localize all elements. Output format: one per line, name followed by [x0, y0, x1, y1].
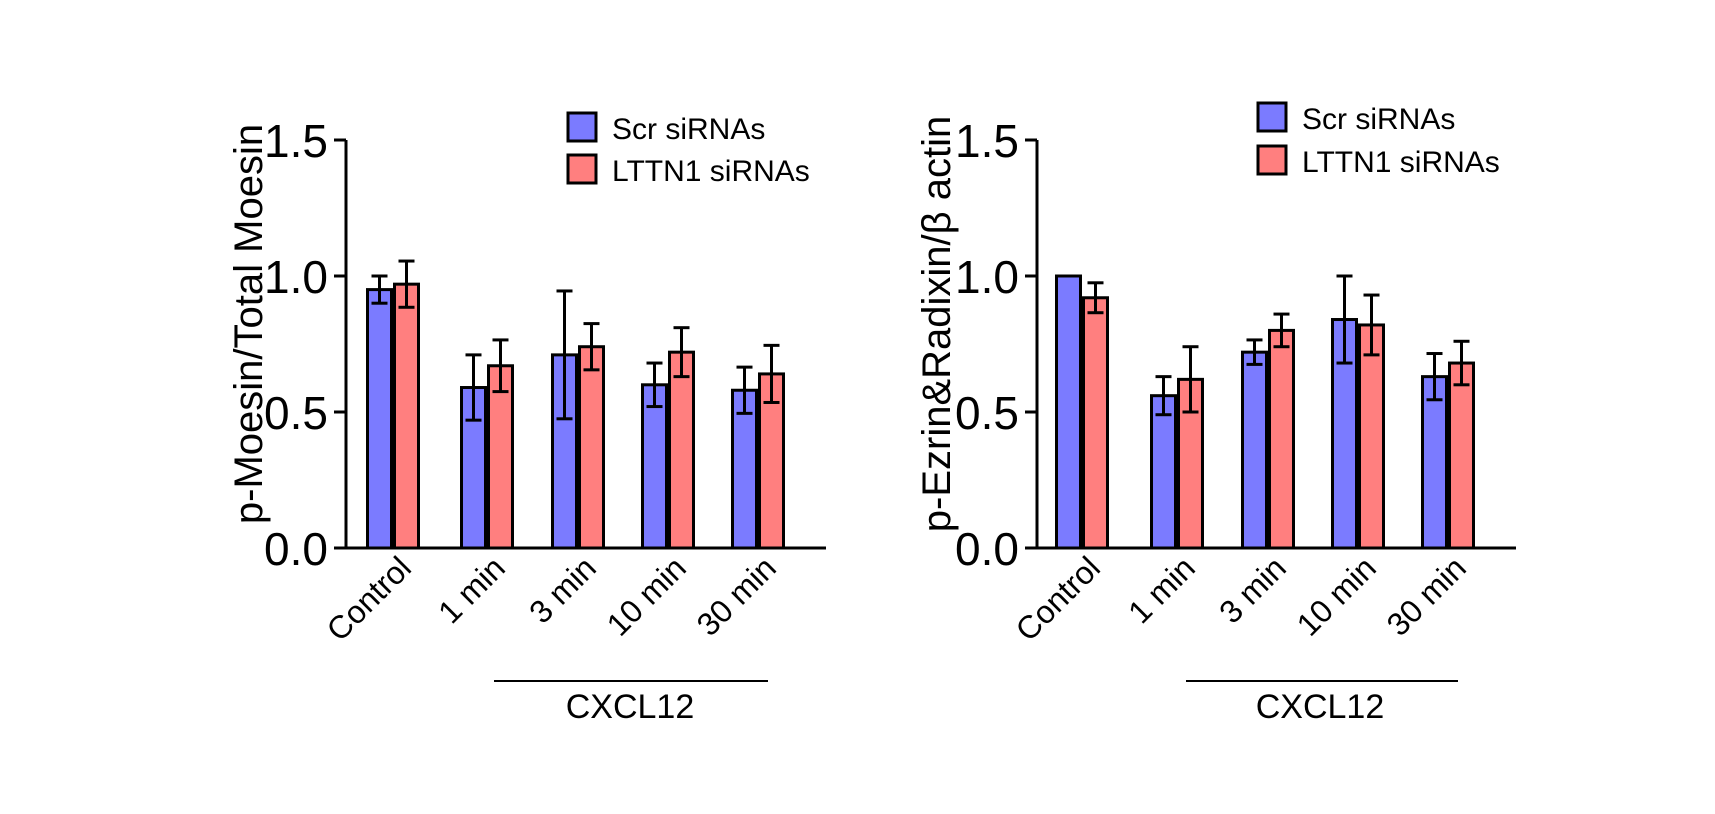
x-tick-label-1: Control: [320, 549, 418, 647]
y-tick-label: 1.5: [955, 115, 1019, 167]
bar-lttn1-4: [1358, 323, 1385, 550]
x-tick-label-2: 1 min: [1121, 549, 1202, 630]
x-tick-label-1: Control: [1009, 549, 1107, 647]
group-label: CXCL12: [566, 688, 695, 726]
bar-lttn1-3: [578, 345, 605, 550]
bar-scr-2: [1150, 394, 1177, 550]
group-label: CXCL12: [1256, 688, 1385, 726]
x-tick-label-2: 1 min: [431, 549, 512, 630]
y-tick-label: 0.0: [264, 523, 328, 575]
bar-lttn1-4: [668, 350, 695, 550]
bar-scr-1: [1055, 274, 1082, 550]
bar-scr-1: [366, 288, 393, 550]
y-tick-label: 0.5: [955, 387, 1019, 439]
x-tick-label-4: 10 min: [1290, 549, 1383, 642]
y-tick-label: 0.5: [264, 387, 328, 439]
legend-label-lttn1: LTTN1 siRNAs: [612, 155, 810, 188]
y-tick-label: 1.5: [264, 115, 328, 167]
bar-scr-3: [1241, 350, 1268, 550]
y-axis-title: p-Ezrin&Radixin/β actin: [915, 116, 959, 533]
legend-swatch-scr: [566, 111, 598, 143]
x-tick-label-4: 10 min: [600, 549, 693, 642]
chart-panel-1: 0.0 0.5 1.0 1.5p-Moesin/Total Moesin Control…: [227, 111, 826, 726]
legend-swatch-lttn1: [1256, 144, 1288, 176]
bar-scr-5: [1421, 375, 1448, 550]
y-axis-title: p-Moesin/Total Moesin: [227, 124, 271, 524]
bar-lttn1-1: [393, 282, 420, 550]
legend-label-scr: Scr siRNAs: [1302, 103, 1455, 136]
x-tick-label-5: 30 min: [690, 549, 783, 642]
y-tick-label: 1.0: [955, 251, 1019, 303]
legend-swatch-scr: [1256, 101, 1288, 133]
legend-swatch-lttn1: [566, 153, 598, 185]
x-tick-label-3: 3 min: [1212, 549, 1293, 630]
bar-lttn1-3: [1268, 328, 1295, 550]
legend-label-scr: Scr siRNAs: [612, 113, 765, 146]
bar-lttn1-5: [1448, 361, 1475, 550]
legend-label-lttn1: LTTN1 siRNAs: [1302, 146, 1500, 179]
x-tick-label-3: 3 min: [522, 549, 603, 630]
bar-lttn1-1: [1082, 296, 1109, 550]
y-tick-label: 0.0: [955, 523, 1019, 575]
chart-panel-2: 0.0 0.5 1.0 1.5p-Ezrin&Radixin/β actin Contr…: [915, 101, 1516, 726]
x-tick-label-5: 30 min: [1380, 549, 1473, 642]
y-tick-label: 1.0: [264, 251, 328, 303]
bar-scr-4: [641, 383, 668, 550]
